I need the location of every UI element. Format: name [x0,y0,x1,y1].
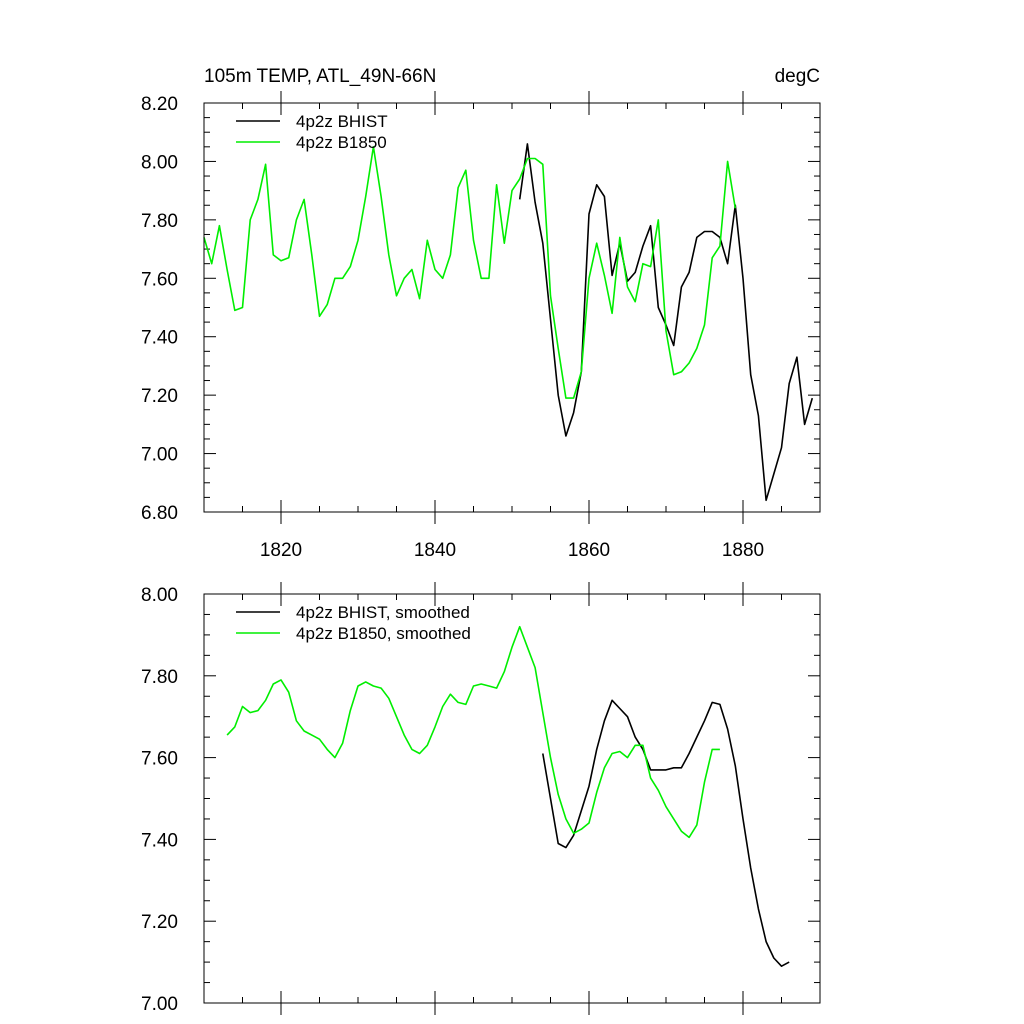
x-tick-label: 1880 [722,540,764,561]
bottom-legend: 4p2z BHIST, smoothed 4p2z B1850, smoothe… [236,603,471,643]
legend-label-bhist: 4p2z BHIST [296,112,388,131]
y-tick-label: 7.80 [141,211,178,232]
top-series-line-b1850 [203,146,737,399]
x-tick-label: 1820 [260,540,302,561]
y-tick-label: 7.00 [141,445,178,466]
legend-label-b1850-smoothed: 4p2z B1850, smoothed [296,624,471,643]
y-tick-label: 7.80 [141,667,178,688]
top-plot-frame [203,102,821,513]
legend-label-bhist-smoothed: 4p2z BHIST, smoothed [296,603,470,622]
chart-title: 105m TEMP, ATL_49N-66N [204,66,436,87]
bottom-plot-frame [203,593,821,1004]
y-tick-label: 8.00 [141,585,178,606]
x-tick-label: 1860 [568,540,610,561]
legend-label-b1850: 4p2z B1850 [296,133,387,152]
y-tick-label: 7.20 [141,386,178,407]
y-tick-label: 7.60 [141,749,178,770]
y-tick-label: 7.40 [141,328,178,349]
bottom-series-line-bhist [542,699,790,968]
bottom-chart-panel: 7.00 7.20 7.40 7.60 7.80 8.00 4p2z BHIST, smo… [141,582,821,1015]
y-tick-label: 7.20 [141,912,178,933]
top-chart-panel: 105m TEMP, ATL_49N-66N degC 1820 1840 1860… [141,66,821,561]
y-tick-label: 8.20 [141,94,178,115]
y-tick-label: 8.00 [141,152,178,173]
y-tick-label: 7.40 [141,830,178,851]
units-label: degC [775,66,820,87]
bottom-series-line-b1850 [226,625,720,839]
y-tick-label: 7.00 [141,994,178,1015]
top-legend: 4p2z BHIST 4p2z B1850 [236,112,388,152]
y-tick-label: 6.80 [141,503,178,524]
x-tick-label: 1840 [414,540,456,561]
y-tick-label: 7.60 [141,269,178,290]
